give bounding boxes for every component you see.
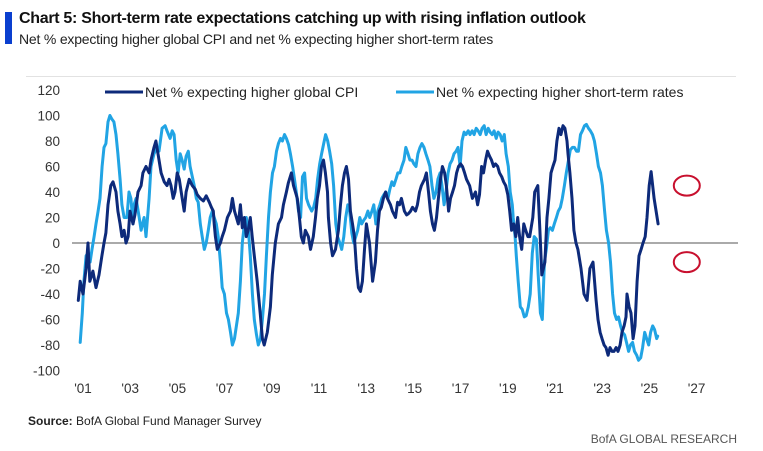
x-tick-label: '25 xyxy=(641,381,659,396)
y-tick-label: 20 xyxy=(45,211,60,226)
x-tick-label: '19 xyxy=(499,381,517,396)
x-tick-label: '05 xyxy=(169,381,187,396)
y-tick-label: -20 xyxy=(40,262,60,277)
x-tick-label: '15 xyxy=(405,381,423,396)
y-tick-label: 40 xyxy=(45,185,60,200)
x-tick-label: '09 xyxy=(263,381,281,396)
legend: Net % expecting higher global CPI Net % … xyxy=(105,84,683,100)
brand-label: BofA GLOBAL RESEARCH xyxy=(590,432,737,446)
y-tick-label: -60 xyxy=(40,313,60,328)
y-tick-label: 60 xyxy=(45,160,60,175)
x-tick-label: '23 xyxy=(593,381,611,396)
chart-subtitle: Net % expecting higher global CPI and ne… xyxy=(19,31,494,47)
x-axis: '01 '03 '05 '07 '09 '11 '13 '15 '17 '19 '21 '23 '25 '… xyxy=(74,381,705,396)
series-layer xyxy=(76,114,660,362)
annotations xyxy=(672,174,701,274)
x-tick-label: '17 xyxy=(452,381,470,396)
x-tick-label: '27 xyxy=(688,381,706,396)
y-tick-label: -80 xyxy=(40,338,60,353)
y-tick-label: 120 xyxy=(37,83,60,98)
x-tick-label: '03 xyxy=(121,381,139,396)
x-tick-label: '11 xyxy=(311,381,328,396)
header-divider xyxy=(26,76,736,77)
y-tick-label: -100 xyxy=(33,364,60,379)
chart-title: Chart 5: Short-term rate expectations ca… xyxy=(19,10,586,27)
series-line-rates xyxy=(78,114,660,362)
x-tick-label: '01 xyxy=(74,381,92,396)
source-label: Source: xyxy=(28,414,73,428)
x-tick-label: '07 xyxy=(216,381,234,396)
accent-bar xyxy=(5,12,12,44)
y-tick-label: 80 xyxy=(45,134,60,149)
highlight-circle-rates xyxy=(672,251,701,274)
legend-label-cpi: Net % expecting higher global CPI xyxy=(145,84,358,100)
y-tick-label: -40 xyxy=(40,287,60,302)
series-line-cpi xyxy=(76,124,660,357)
x-tick-label: '21 xyxy=(546,381,564,396)
source-text: BofA Global Fund Manager Survey xyxy=(72,414,262,428)
y-axis: 120 100 80 60 40 20 0 -20 -40 -60 -80 -100 xyxy=(33,83,60,379)
legend-label-rates: Net % expecting higher short-term rates xyxy=(436,84,683,100)
source-note: Source: BofA Global Fund Manager Survey xyxy=(28,414,261,428)
y-tick-label: 0 xyxy=(52,236,60,251)
x-tick-label: '13 xyxy=(357,381,375,396)
y-tick-label: 100 xyxy=(37,109,60,124)
highlight-circle-cpi xyxy=(672,174,701,197)
